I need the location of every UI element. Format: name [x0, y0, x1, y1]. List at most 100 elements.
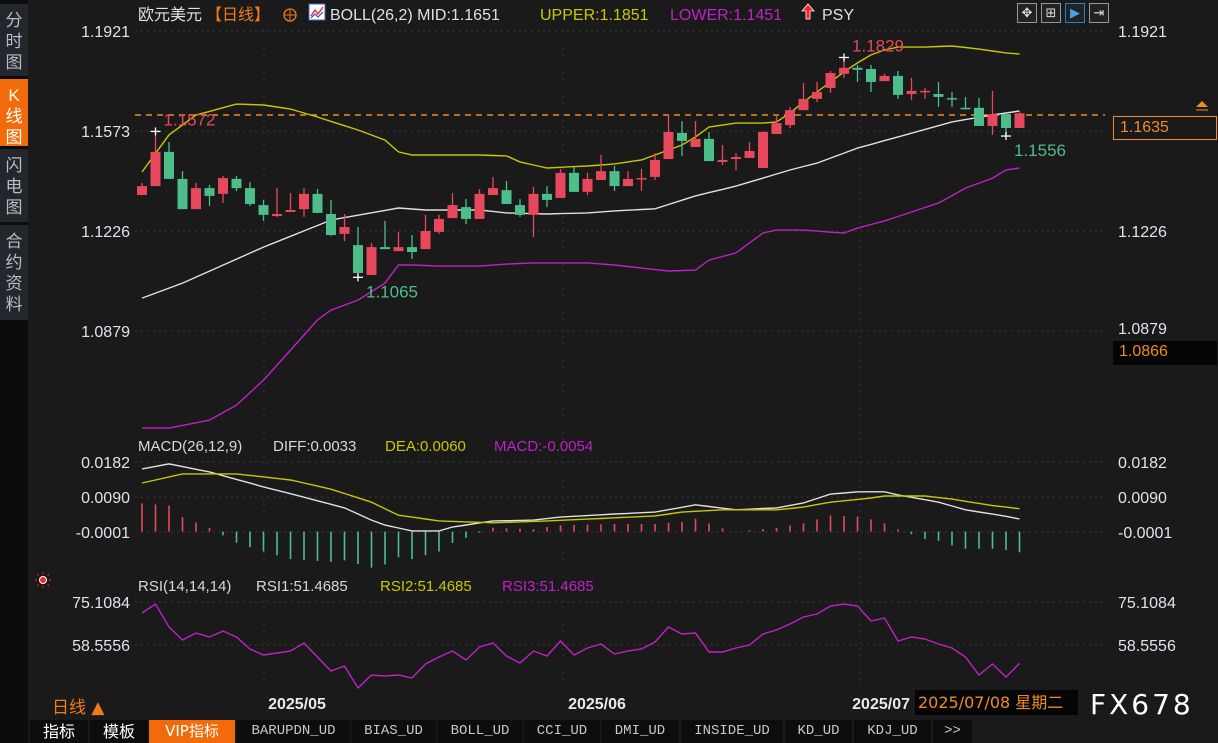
tab-cci-ud[interactable]: CCI_UD	[524, 720, 600, 743]
period-label[interactable]: 【日线】	[206, 6, 270, 24]
candle-body	[515, 205, 525, 215]
tab-kdj-ud[interactable]: KDJ_UD	[854, 720, 931, 743]
tab-more[interactable]: >>	[933, 720, 972, 743]
fx678-logo: FX678	[1090, 688, 1194, 721]
tab-barupdn-ud[interactable]: BARUPDN_UD	[237, 720, 350, 743]
sidebar-item-flash[interactable]: 闪电图	[0, 149, 28, 222]
candle	[177, 171, 188, 210]
crosshair-icon[interactable]: ✥	[1017, 3, 1037, 23]
tab-vip-indicators[interactable]: VIP指标	[149, 720, 235, 743]
macd-tick-left: 0.0090	[81, 490, 130, 507]
candle-body	[1014, 113, 1025, 128]
tab-bias-ud[interactable]: BIAS_UD	[351, 720, 436, 743]
candle-body	[717, 159, 728, 162]
tab-kd-ud[interactable]: KD_UD	[785, 720, 852, 743]
boll-mid-line	[141, 110, 1020, 299]
candle-body	[488, 188, 498, 196]
alert-sun-icon[interactable]	[35, 572, 51, 588]
price-tick-right: 1.1921	[1118, 24, 1167, 41]
period-selector[interactable]: 日线 ▲	[52, 698, 105, 718]
candle	[326, 199, 336, 236]
boll-chart-icon[interactable]	[308, 3, 326, 21]
candle-body	[218, 178, 228, 194]
rsi3-value: RSI3:51.4685	[502, 578, 594, 595]
candle	[596, 155, 606, 181]
rsi-title: RSI(14,14,14)	[138, 578, 231, 595]
candle	[231, 176, 242, 191]
candle-body	[731, 157, 741, 160]
rsi-panel	[141, 603, 1020, 690]
rsi-tick-right: 75.1084	[1118, 595, 1176, 612]
candle	[1014, 112, 1025, 128]
candle-body	[555, 172, 566, 198]
candle-body	[758, 132, 768, 168]
zoom-range-icon[interactable]: ⊞	[1041, 3, 1061, 23]
move-right-icon[interactable]: ⇥	[1089, 3, 1109, 23]
candle	[515, 199, 525, 217]
candle	[812, 81, 822, 103]
candle	[501, 180, 512, 204]
candle-body	[191, 188, 201, 210]
tab-indicators[interactable]: 指标	[30, 720, 88, 743]
candle-body	[636, 178, 647, 180]
candle	[704, 132, 714, 162]
candle	[339, 214, 350, 242]
low-price-box: 1.0866	[1113, 341, 1217, 365]
add-indicator-icon[interactable]	[283, 8, 297, 22]
tab-dmi-ud[interactable]: DMI_UD	[601, 720, 679, 743]
rsi1-value: RSI1:51.4685	[256, 578, 348, 595]
candle	[447, 193, 458, 219]
cursor-mode-icon[interactable]: ▶	[1065, 3, 1085, 23]
current-price-box: 1.1635	[1113, 116, 1217, 140]
candle-body	[906, 90, 917, 95]
candle	[299, 188, 309, 217]
sidebar-item-kline[interactable]: K线图	[0, 79, 28, 147]
candle-body	[312, 193, 323, 213]
cursor-date-tooltip: 2025/07/08 星期二	[915, 690, 1078, 715]
candle	[825, 71, 836, 93]
candle	[164, 142, 174, 179]
tab-inside-ud[interactable]: INSIDE_UD	[681, 720, 783, 743]
candle	[785, 106, 795, 128]
price-tick-left: 1.1921	[81, 24, 130, 41]
candle-body	[272, 214, 282, 217]
candle	[312, 188, 323, 213]
candle-body	[879, 75, 890, 82]
sidebar-item-contract-info[interactable]: 合约资料	[0, 225, 28, 320]
sidebar: 分时图 K线图 闪电图 合约资料	[0, 0, 28, 743]
candle	[150, 131, 161, 187]
candle	[920, 87, 930, 99]
candle	[744, 142, 755, 158]
candle-body	[353, 245, 363, 274]
candle-body	[609, 171, 620, 187]
rsi-tick-right: 58.5556	[1118, 638, 1176, 655]
macd-value: MACD:-0.0054	[494, 438, 593, 455]
candle	[434, 214, 444, 234]
macd-title: MACD(26,12,9)	[138, 438, 242, 455]
candle-body	[920, 90, 930, 93]
candle-body	[542, 193, 552, 200]
candle-body	[366, 247, 377, 276]
candle	[488, 176, 498, 196]
candle-body	[285, 209, 296, 213]
candle-body	[960, 107, 971, 110]
rsi-tick-left: 75.1084	[72, 595, 130, 612]
candle-body	[407, 247, 417, 253]
candle	[717, 144, 728, 166]
psy-indicator[interactable]: PSY	[822, 7, 854, 24]
macd-tick-right: -0.0001	[1118, 525, 1172, 542]
low-price-label: 1.1556	[1014, 141, 1066, 160]
sidebar-item-timeshare[interactable]: 分时图	[0, 4, 28, 76]
axes: 1.1921 1.1921 1.1573 1.1226 1.1226 1.0879 1.08…	[72, 24, 1176, 655]
candle	[771, 115, 782, 135]
candle	[933, 81, 944, 107]
candle-body	[663, 132, 674, 160]
tab-boll-ud[interactable]: BOLL_UD	[437, 720, 523, 743]
candle-body	[785, 110, 795, 126]
candle-body	[339, 226, 350, 234]
tab-templates[interactable]: 模板	[90, 720, 148, 743]
candle	[960, 96, 971, 110]
candle-body	[434, 218, 444, 232]
candle-body	[771, 123, 782, 135]
